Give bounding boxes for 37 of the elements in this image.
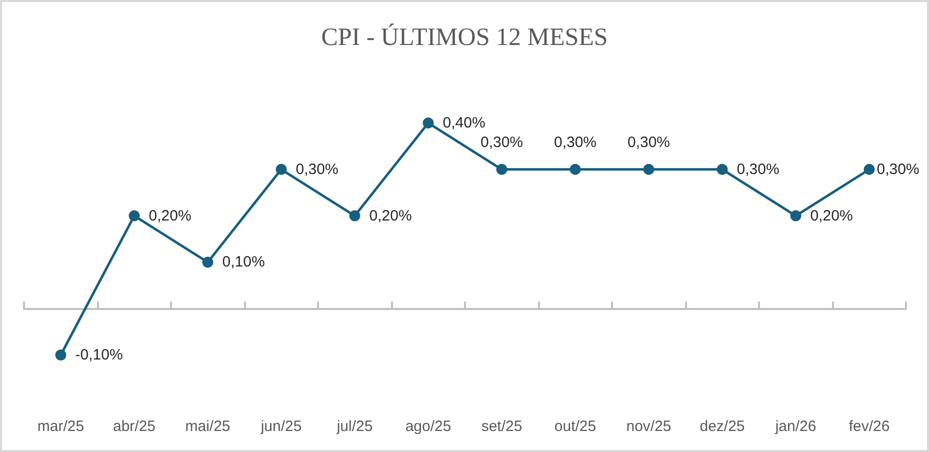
data-label: 0,40% [442, 114, 486, 132]
x-tick-label: jun/25 [260, 418, 302, 435]
data-label: 0,30% [296, 160, 338, 178]
point [496, 164, 508, 175]
x-tick-label: mai/25 [185, 418, 230, 435]
data-label: -0,10% [75, 346, 123, 364]
x-tick-label: abr/25 [112, 418, 156, 435]
x-tick-label: ago/25 [405, 418, 452, 435]
point [570, 164, 581, 175]
data-label: 0,20% [810, 207, 853, 224]
point [716, 164, 728, 175]
point [128, 210, 140, 222]
x-tick-label: nov/25 [626, 418, 672, 435]
x-tick-label: mar/25 [37, 418, 84, 435]
data-label: 0,30% [554, 134, 597, 151]
point [790, 210, 802, 222]
x-tick-label: fev/26 [848, 418, 890, 435]
x-tick-label: jan/26 [774, 418, 816, 435]
point [349, 210, 360, 222]
point [55, 350, 66, 360]
data-label: 0,30% [480, 134, 524, 151]
point [422, 118, 434, 128]
x-tick-label: dez/25 [700, 418, 745, 435]
x-tick-label: jul/25 [336, 418, 373, 435]
chart-title: CPI - ÚLTIMOS 12 MESES [321, 23, 608, 51]
x-tick-label: out/25 [554, 418, 596, 435]
point [276, 164, 287, 175]
point [202, 256, 214, 268]
data-label: 0,10% [222, 254, 265, 271]
data-label: 0,20% [148, 207, 192, 224]
data-label: 0,30% [736, 160, 780, 178]
point [643, 164, 654, 175]
x-tick-label: set/25 [481, 418, 522, 435]
data-label: 0,30% [876, 160, 920, 178]
data-label: 0,30% [627, 134, 670, 151]
data-label: 0,20% [369, 207, 412, 224]
point [864, 164, 875, 175]
